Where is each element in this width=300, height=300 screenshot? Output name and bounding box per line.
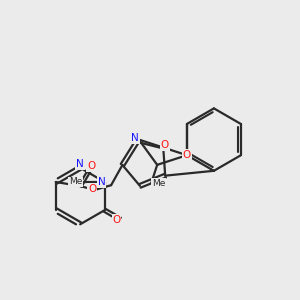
Text: O: O [88,184,96,194]
Text: N: N [98,177,106,187]
Text: N: N [131,133,139,143]
Text: O: O [112,215,121,225]
Text: O: O [161,140,169,150]
Text: O: O [87,161,95,171]
Text: N: N [76,159,84,169]
Text: Me: Me [152,179,165,188]
Text: O: O [183,150,191,160]
Text: Me: Me [69,178,82,187]
